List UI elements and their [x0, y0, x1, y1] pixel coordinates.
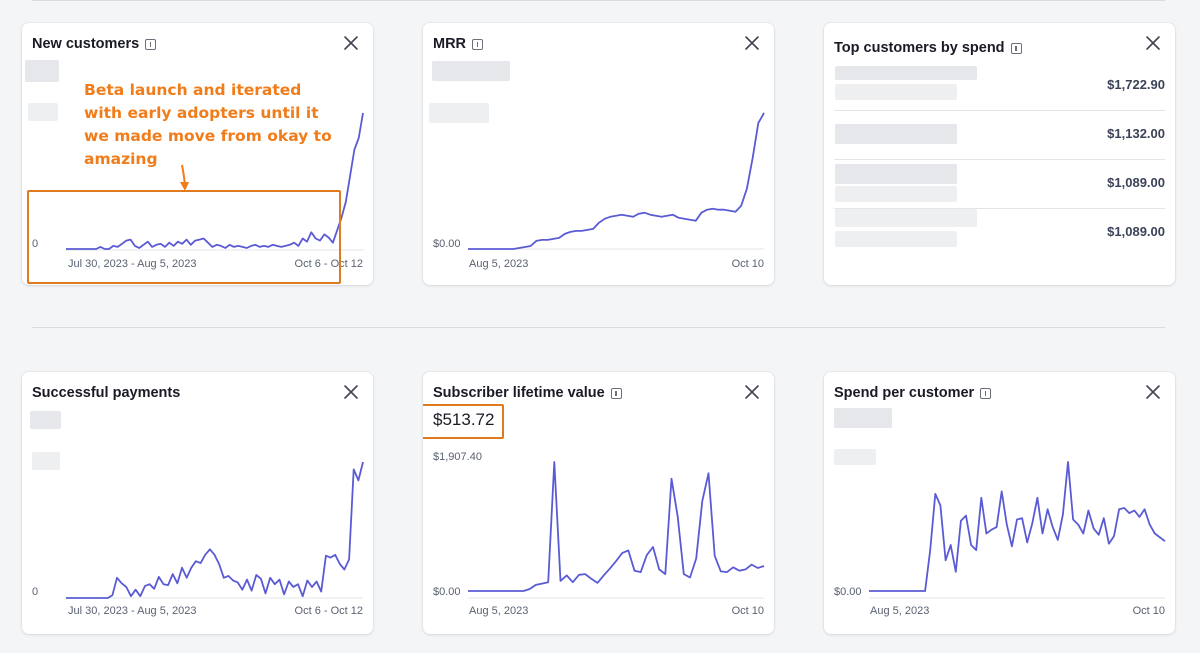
- card-title: Top customers by spend: [834, 40, 1022, 56]
- x-tick-label-start: Jul 30, 2023 - Aug 5, 2023: [68, 258, 196, 270]
- info-icon[interactable]: [980, 387, 992, 399]
- customer-spend-amount: $1,722.90: [1107, 77, 1165, 92]
- card-title: Subscriber lifetime value: [433, 385, 622, 401]
- x-tick-label-end: Oct 6 - Oct 12: [295, 605, 363, 617]
- info-icon[interactable]: [472, 38, 484, 50]
- redacted-subvalue: [429, 103, 489, 123]
- series-line: [468, 461, 765, 592]
- card-title-text: Subscriber lifetime value: [433, 385, 605, 401]
- x-tick-label-start: Aug 5, 2023: [469, 605, 528, 617]
- series-line: [66, 461, 364, 599]
- y-axis-min-label: $0.00: [834, 586, 862, 598]
- y-axis-max-label: $1,907.40: [433, 451, 482, 463]
- close-icon: [1146, 36, 1160, 50]
- customer-spend-amount: $1,132.00: [1107, 126, 1165, 141]
- customer-spend-amount: $1,089.00: [1107, 175, 1165, 190]
- x-tick-label-start: Aug 5, 2023: [870, 605, 929, 617]
- list-item[interactable]: $1,722.90: [834, 62, 1165, 111]
- list-item[interactable]: $1,089.00: [834, 160, 1165, 209]
- close-icon: [344, 385, 358, 399]
- y-axis-min-label: 0: [32, 586, 38, 598]
- card-title: MRR: [433, 36, 484, 52]
- value-highlight-box: [423, 404, 504, 439]
- list-item[interactable]: $1,089.00: [834, 209, 1165, 257]
- info-icon[interactable]: [145, 38, 157, 50]
- redacted-value: [834, 408, 892, 428]
- close-button[interactable]: [343, 384, 359, 400]
- top-divider: [32, 0, 1165, 1]
- redacted-customer-email: [835, 186, 957, 202]
- new-customers-chart: 0 Jul 30, 2023 - Aug 5, 2023 Oct 6 - Oct…: [32, 112, 364, 270]
- row-divider: [32, 327, 1165, 328]
- x-tick-label-start: Jul 30, 2023 - Aug 5, 2023: [68, 605, 196, 617]
- redacted-customer-email: [835, 84, 957, 100]
- top-customers-card: Top customers by spend $1,722.90 $1,132.…: [824, 23, 1175, 285]
- x-tick-label-end: Oct 10: [1133, 605, 1165, 617]
- series-line: [66, 112, 364, 250]
- redacted-subvalue: [32, 452, 60, 470]
- redacted-customer-name: [835, 209, 977, 227]
- spend-per-customer-chart: $0.00 Aug 5, 2023 Oct 10: [834, 461, 1166, 617]
- close-button[interactable]: [1145, 35, 1161, 51]
- card-title-text: New customers: [32, 36, 140, 52]
- card-title: Successful payments: [32, 385, 180, 401]
- y-axis-min-label: 0: [32, 238, 38, 250]
- close-icon: [745, 385, 759, 399]
- redacted-value: [432, 61, 510, 81]
- list-item[interactable]: $1,132.00: [834, 111, 1165, 160]
- close-button[interactable]: [343, 35, 359, 51]
- redacted-customer-name: [835, 164, 957, 184]
- x-tick-label-end: Oct 10: [732, 258, 764, 270]
- card-title: New customers: [32, 36, 157, 52]
- successful-payments-chart: 0 Jul 30, 2023 - Aug 5, 2023 Oct 6 - Oct…: [32, 461, 364, 617]
- redacted-customer-name: [835, 124, 957, 144]
- y-axis-min-label: $0.00: [433, 586, 461, 598]
- x-tick-label-start: Aug 5, 2023: [469, 258, 528, 270]
- annotation-highlight-box: [27, 190, 341, 284]
- card-title-text: MRR: [433, 36, 467, 52]
- series-line: [468, 112, 765, 250]
- redacted-customer-email: [835, 231, 957, 247]
- x-tick-label-end: Oct 6 - Oct 12: [295, 258, 363, 270]
- close-button[interactable]: [744, 35, 760, 51]
- new-customers-card: New customers 0 Jul 30, 2023 - Aug 5, 20…: [22, 23, 373, 285]
- redacted-value: [25, 60, 59, 82]
- close-button[interactable]: [744, 384, 760, 400]
- subscriber-ltv-chart: $1,907.40 $0.00 Aug 5, 2023 Oct 10: [433, 451, 765, 617]
- customer-spend-amount: $1,089.00: [1107, 224, 1165, 239]
- annotation-text: Beta launch and iterated with early adop…: [84, 81, 332, 168]
- info-icon[interactable]: [1010, 42, 1022, 54]
- redacted-customer-name: [835, 66, 977, 80]
- close-icon: [745, 36, 759, 50]
- spend-per-customer-card: Spend per customer $0.00 Aug 5, 2023 Oct…: [824, 372, 1175, 634]
- mrr-card: MRR $0.00 Aug 5, 2023 Oct 10: [423, 23, 774, 285]
- redacted-subvalue: [28, 103, 58, 121]
- redacted-value: [30, 411, 61, 429]
- metric-value: $513.72: [433, 410, 495, 429]
- close-icon: [1146, 385, 1160, 399]
- redacted-subvalue: [834, 449, 876, 465]
- card-title-text: Successful payments: [32, 385, 181, 401]
- successful-payments-card: Successful payments 0 Jul 30, 2023 - Aug…: [22, 372, 373, 634]
- x-tick-label-end: Oct 10: [732, 605, 764, 617]
- series-line: [869, 461, 1166, 592]
- mrr-chart: $0.00 Aug 5, 2023 Oct 10: [433, 112, 765, 270]
- y-axis-min-label: $0.00: [433, 238, 461, 250]
- close-button[interactable]: [1145, 384, 1161, 400]
- card-title-text: Spend per customer: [834, 385, 975, 401]
- card-title-text: Top customers by spend: [834, 40, 1005, 56]
- annotation-arrow: [180, 164, 189, 191]
- card-title: Spend per customer: [834, 385, 992, 401]
- info-icon[interactable]: [610, 387, 622, 399]
- close-icon: [344, 36, 358, 50]
- subscriber-ltv-card: Subscriber lifetime value $513.72 $1,907…: [423, 372, 774, 634]
